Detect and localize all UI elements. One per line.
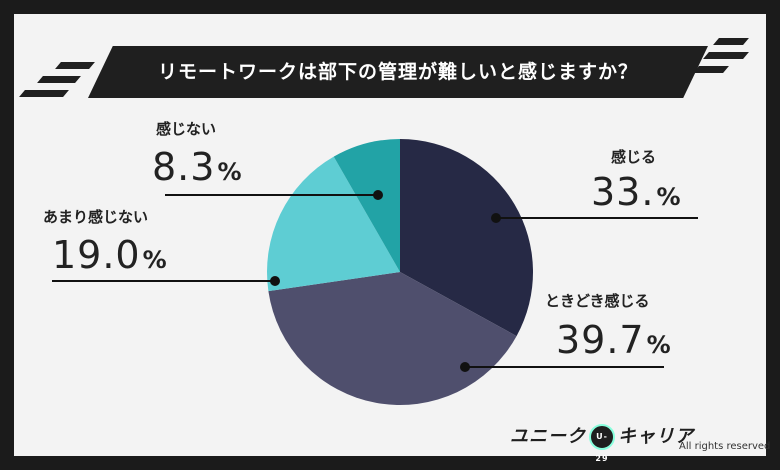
label-name-amari: あまり感じない [43,208,149,226]
leader-tokidoki-dot [460,362,470,372]
label-name-kanjiru: 感じる [611,148,657,166]
logo-badge: U-29 [589,424,615,463]
chart-title: リモートワークは部下の管理が難しいと感じますか？ [157,61,638,83]
leader-kanjiru-dot [491,213,501,223]
label-value-kanjinai: 8.3% [152,145,243,189]
slice-tokidoki [268,272,517,405]
slice-kanjiru [400,139,533,337]
label-value-kanjiru: 33.% [591,170,682,214]
leader-amari-dot [270,276,280,286]
slice-kanjinai [333,139,400,272]
title-banner [88,46,708,98]
slice-amari [267,156,400,292]
brand-logo: ユニーク U-29キャリア [510,424,694,463]
label-name-tokidoki: ときどき感じる [545,292,650,310]
label-value-amari: 19.0% [52,233,168,277]
label-value-tokidoki: 39.7% [556,318,672,362]
rights-text: All rights reserved [679,441,771,452]
label-name-kanjinai: 感じない [156,120,217,138]
leader-kanjinai-dot [373,190,383,200]
